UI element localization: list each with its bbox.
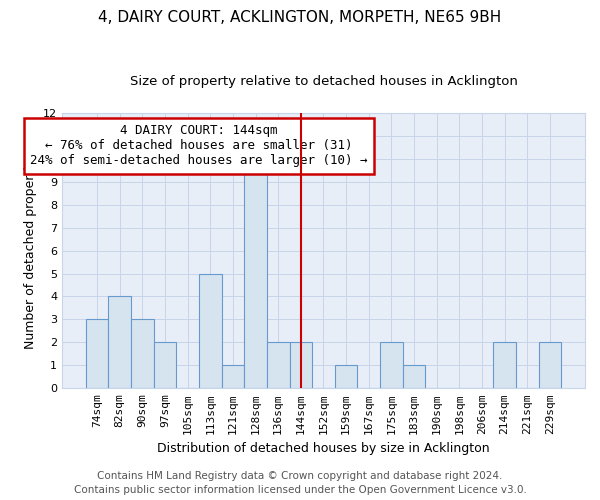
- Text: Contains HM Land Registry data © Crown copyright and database right 2024.
Contai: Contains HM Land Registry data © Crown c…: [74, 471, 526, 495]
- Bar: [244, 158, 267, 388]
- Bar: [335, 366, 358, 388]
- Bar: [221, 366, 244, 388]
- Text: 4 DAIRY COURT: 144sqm
← 76% of detached houses are smaller (31)
24% of semi-deta: 4 DAIRY COURT: 144sqm ← 76% of detached …: [30, 124, 368, 168]
- Bar: [154, 342, 176, 388]
- Bar: [403, 366, 425, 388]
- Bar: [290, 342, 312, 388]
- Bar: [267, 342, 290, 388]
- Title: Size of property relative to detached houses in Acklington: Size of property relative to detached ho…: [130, 75, 517, 88]
- Y-axis label: Number of detached properties: Number of detached properties: [25, 152, 37, 349]
- Bar: [86, 320, 109, 388]
- Bar: [380, 342, 403, 388]
- Text: 4, DAIRY COURT, ACKLINGTON, MORPETH, NE65 9BH: 4, DAIRY COURT, ACKLINGTON, MORPETH, NE6…: [98, 10, 502, 25]
- Bar: [539, 342, 561, 388]
- Bar: [131, 320, 154, 388]
- X-axis label: Distribution of detached houses by size in Acklington: Distribution of detached houses by size …: [157, 442, 490, 455]
- Bar: [493, 342, 516, 388]
- Bar: [199, 274, 221, 388]
- Bar: [109, 296, 131, 388]
